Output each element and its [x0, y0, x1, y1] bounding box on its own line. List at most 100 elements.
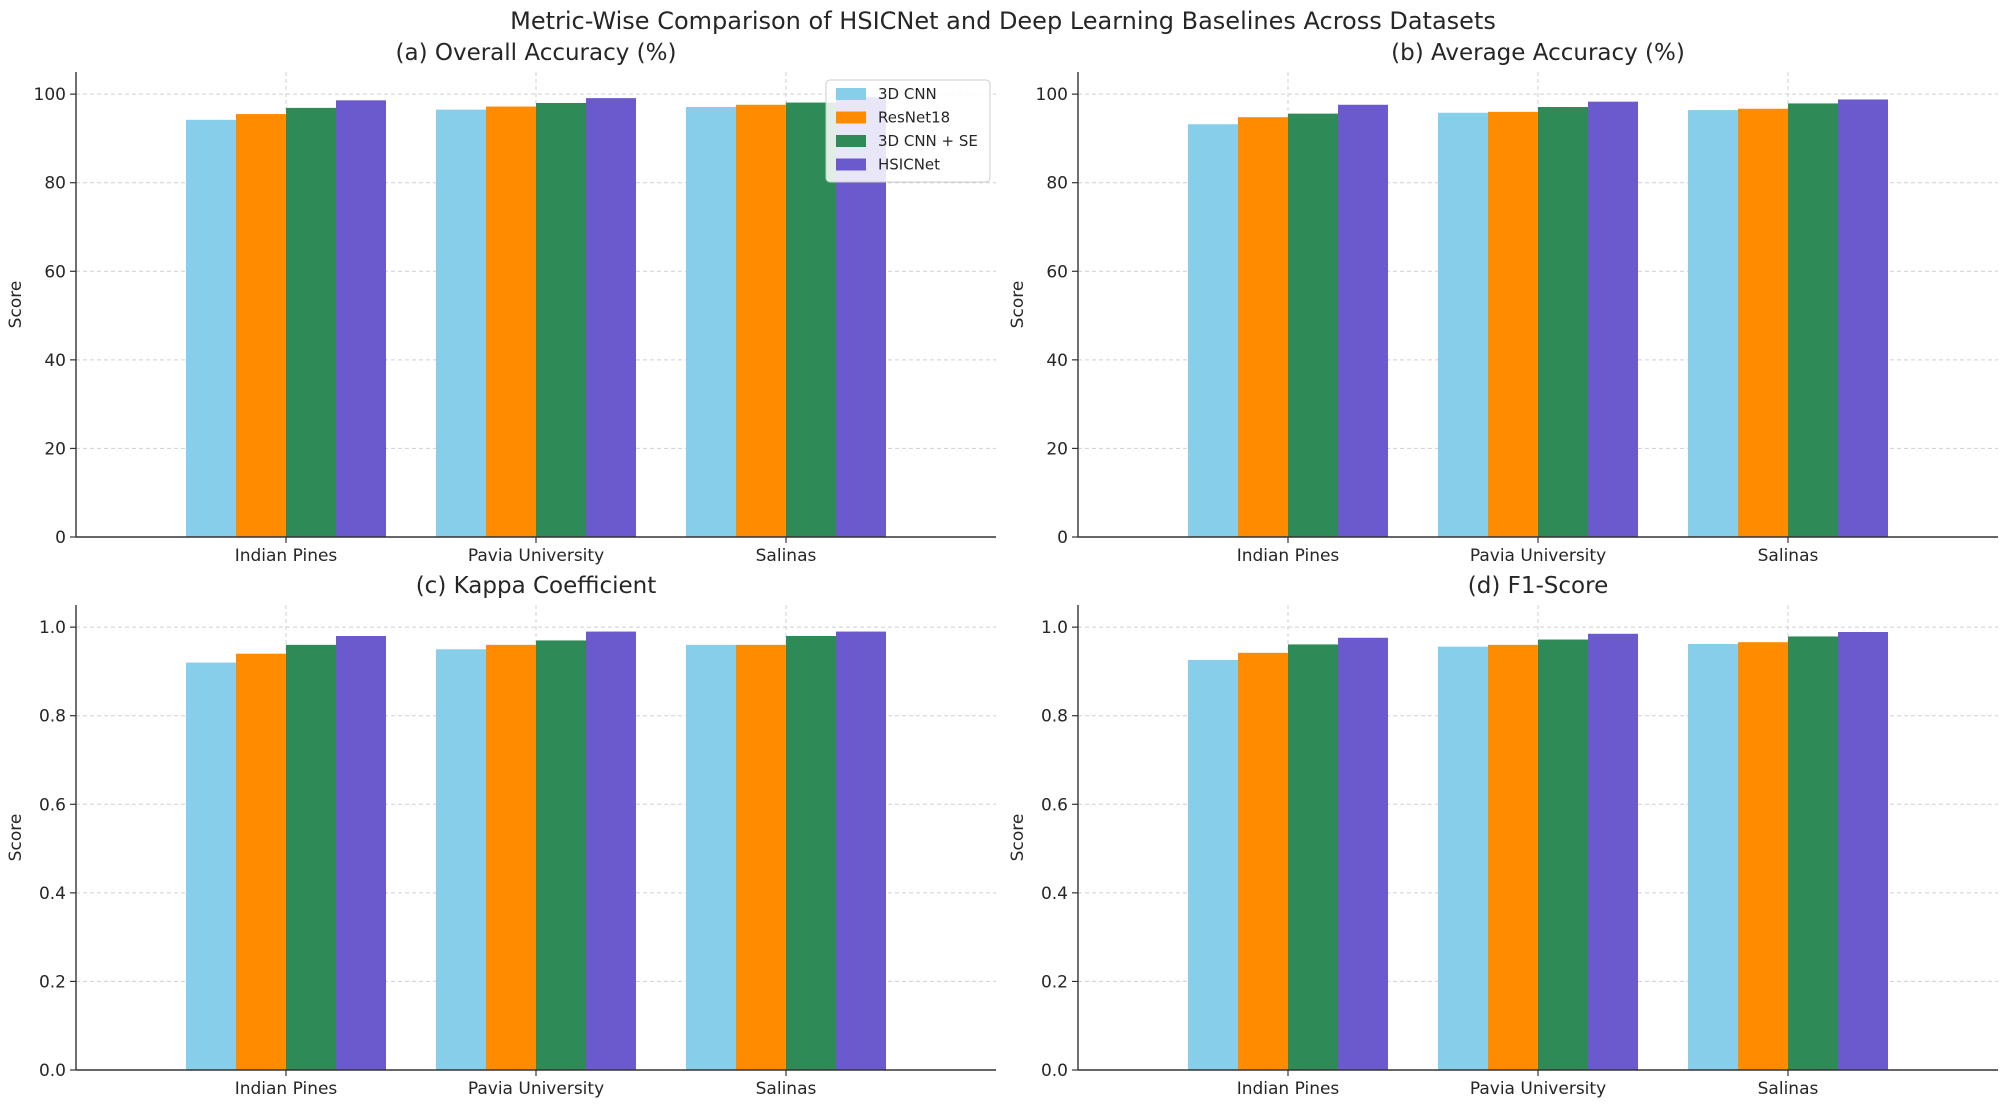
bar-3d-cnn: [1688, 110, 1738, 537]
panels: 0 20 40 60 80 100 Indian Pines Pavia University…: [6, 40, 1998, 1099]
figure-suptitle: Metric-Wise Comparison of HSICNet and De…: [510, 7, 1496, 35]
chart-title: (d) F1-Score: [1468, 573, 1608, 599]
bar-3d-cnn-se: [286, 644, 336, 1070]
bar-resnet18: [1238, 117, 1288, 538]
bar-resnet18: [486, 106, 536, 538]
y-tick-label: 0.8: [39, 707, 66, 727]
legend-swatch: [836, 135, 866, 147]
y-tick-label: 20: [1046, 439, 1068, 459]
y-tick-label: 80: [1046, 174, 1068, 194]
bar-resnet18: [486, 644, 536, 1070]
x-tick-label: Pavia University: [468, 546, 604, 566]
y-tick-label: 0.6: [39, 795, 66, 815]
y-tick-label: 0.2: [1041, 972, 1068, 992]
bar-3d-cnn-se: [1538, 639, 1588, 1070]
bar-hsicnet: [836, 631, 886, 1070]
x-tick-label: Salinas: [756, 546, 817, 566]
bar-3d-cnn: [186, 662, 236, 1070]
x-tick-label: Indian Pines: [235, 1079, 338, 1099]
bar-3d-cnn: [686, 644, 736, 1070]
y-tick-label: 80: [44, 174, 66, 194]
bar-3d-cnn: [1188, 659, 1238, 1070]
x-tick-label: Salinas: [1758, 1079, 1819, 1099]
legend-swatch: [836, 111, 866, 124]
y-tick-label: 0.4: [1041, 884, 1068, 904]
bar-resnet18: [1238, 652, 1288, 1070]
bar-3d-cnn: [186, 119, 236, 537]
bar-3d-cnn-se: [786, 636, 836, 1070]
bar-resnet18: [1738, 642, 1788, 1070]
bar-resnet18: [1488, 111, 1538, 537]
bar-3d-cnn: [686, 106, 736, 537]
bar-hsicnet: [1588, 101, 1638, 538]
y-tick-label: 40: [44, 351, 66, 371]
chart-panel: 0 20 40 60 80 100 Indian Pines Pavia University…: [6, 40, 996, 566]
y-tick-label: 1.0: [39, 618, 66, 638]
y-tick-label: 0: [1057, 528, 1068, 548]
chart-title: (a) Overall Accuracy (%): [396, 40, 677, 66]
bar-resnet18: [1738, 108, 1788, 537]
y-axis-label: Score: [1008, 281, 1028, 329]
legend-swatch: [836, 158, 866, 171]
bar-hsicnet: [1838, 632, 1888, 1070]
y-tick-label: 0.2: [39, 972, 66, 992]
y-tick-label: 0.0: [1041, 1061, 1068, 1081]
bar-3d-cnn-se: [536, 103, 586, 537]
bar-resnet18: [236, 653, 286, 1070]
y-tick-label: 60: [44, 262, 66, 282]
chart-title: (b) Average Accuracy (%): [1391, 40, 1685, 66]
x-tick-label: Pavia University: [1470, 1079, 1606, 1099]
chart-title: (c) Kappa Coefficient: [416, 573, 657, 599]
x-tick-label: Indian Pines: [235, 546, 338, 566]
bar-3d-cnn-se: [1288, 644, 1338, 1070]
y-tick-label: 60: [1046, 262, 1068, 282]
y-tick-label: 20: [44, 439, 66, 459]
x-tick-label: Pavia University: [468, 1079, 604, 1099]
bar-3d-cnn-se: [286, 107, 336, 537]
y-axis-label: Score: [6, 281, 26, 329]
chart-panel: 0.0 0.2 0.4 0.6 0.8 1.0 Indian Pines Pavia Univ…: [6, 573, 996, 1099]
bar-hsicnet: [336, 636, 386, 1070]
x-tick-label: Indian Pines: [1237, 546, 1340, 566]
y-tick-label: 100: [34, 85, 66, 105]
y-tick-label: 0.6: [1041, 795, 1068, 815]
y-tick-label: 100: [1036, 85, 1068, 105]
bar-3d-cnn: [1188, 124, 1238, 537]
legend-label: HSICNet: [878, 156, 940, 174]
y-tick-label: 0.0: [39, 1061, 66, 1081]
bar-3d-cnn: [1438, 112, 1488, 537]
chart-panel: 0 20 40 60 80 100 Indian Pines Pavia University…: [1008, 40, 1998, 566]
y-axis-label: Score: [6, 814, 26, 862]
y-axis-label: Score: [1008, 814, 1028, 862]
legend-label: 3D CNN + SE: [878, 132, 978, 150]
bar-3d-cnn-se: [1788, 103, 1838, 537]
bar-hsicnet: [1338, 104, 1388, 538]
y-tick-label: 40: [1046, 351, 1068, 371]
bar-hsicnet: [586, 631, 636, 1070]
legend-box: [825, 79, 991, 183]
bar-resnet18: [1488, 644, 1538, 1070]
bar-3d-cnn-se: [1788, 636, 1838, 1070]
legend-label: ResNet18: [878, 109, 950, 127]
x-tick-label: Pavia University: [1470, 546, 1606, 566]
bar-resnet18: [236, 114, 286, 538]
bar-hsicnet: [1338, 637, 1388, 1070]
legend: 3D CNN ResNet18 3D CNN + SE HSICNet: [825, 79, 991, 183]
legend-label: 3D CNN: [878, 85, 937, 103]
x-tick-label: Indian Pines: [1237, 1079, 1340, 1099]
bar-resnet18: [736, 104, 786, 538]
bar-resnet18: [736, 644, 786, 1070]
x-tick-label: Salinas: [1758, 546, 1819, 566]
bar-3d-cnn-se: [1288, 113, 1338, 537]
y-tick-label: 0.8: [1041, 707, 1068, 727]
bar-3d-cnn: [1688, 643, 1738, 1070]
bar-3d-cnn-se: [536, 640, 586, 1070]
chart-panel: 0.0 0.2 0.4 0.6 0.8 1.0 Indian Pines Pavia Univ…: [1008, 573, 1998, 1099]
bar-3d-cnn: [436, 649, 486, 1070]
y-tick-label: 1.0: [1041, 618, 1068, 638]
x-tick-label: Salinas: [756, 1079, 817, 1099]
legend-swatch: [836, 88, 866, 100]
bar-hsicnet: [1838, 99, 1888, 537]
y-tick-label: 0: [55, 528, 66, 548]
